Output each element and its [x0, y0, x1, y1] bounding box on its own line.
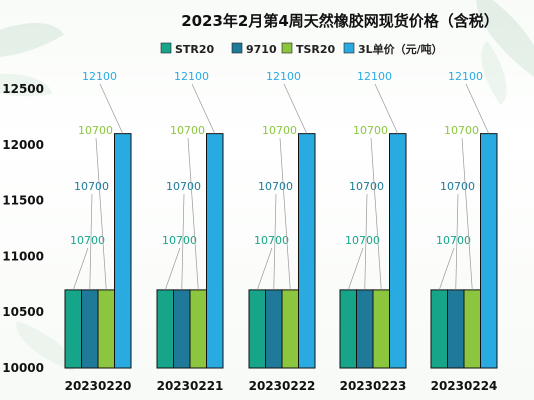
data-label: 12100: [448, 70, 483, 83]
label-leader-line: [191, 83, 216, 134]
legend-swatch: [231, 42, 243, 54]
label-leader-line: [283, 83, 308, 134]
label-leader-line: [279, 137, 291, 290]
data-label: 10700: [74, 180, 109, 193]
legend-label: STR20: [175, 43, 215, 56]
label-leader-line: [374, 83, 399, 134]
x-tick-label: 20230224: [431, 379, 498, 393]
legend-label: TSR20: [296, 43, 336, 56]
legend-swatch: [343, 42, 355, 54]
label-leader-line: [256, 247, 273, 290]
data-label: 12100: [357, 70, 392, 83]
label-leader-line: [72, 247, 89, 290]
data-label: 12100: [174, 70, 209, 83]
y-tick-label: 10000: [2, 361, 44, 375]
data-label: 10700: [353, 124, 388, 137]
label-leader-line: [438, 247, 455, 290]
x-tick-label: 20230220: [65, 379, 132, 393]
label-leader-line: [89, 193, 93, 290]
y-tick-label: 12000: [2, 138, 44, 152]
bar: [206, 133, 224, 369]
data-label: 10700: [436, 234, 471, 247]
bar: [97, 289, 115, 369]
data-label: 12100: [266, 70, 301, 83]
data-label: 10700: [166, 180, 201, 193]
label-leader-line: [181, 193, 185, 290]
label-leader-line: [364, 193, 368, 290]
bar: [81, 289, 99, 369]
data-label: 10700: [162, 234, 197, 247]
label-leader-line: [347, 247, 364, 290]
bar: [265, 289, 283, 369]
data-label: 10700: [444, 124, 479, 137]
x-tick-label: 20230222: [249, 379, 316, 393]
x-tick-label: 20230223: [340, 379, 407, 393]
y-tick-label: 10500: [2, 305, 44, 319]
bar: [356, 289, 374, 369]
bar: [64, 289, 82, 369]
y-tick-label: 11000: [2, 249, 44, 263]
label-leader-line: [370, 137, 382, 290]
label-leader-line: [187, 137, 199, 290]
label-leader-line: [95, 137, 107, 290]
bar: [480, 133, 498, 369]
legend: STR20 9710 TSR20 3L单价（元/吨）: [160, 42, 443, 56]
legend-label: 3L单价（元/吨）: [358, 42, 443, 56]
data-label: 10700: [440, 180, 475, 193]
label-leader-line: [164, 247, 181, 290]
bar: [298, 133, 316, 369]
legend-swatch: [160, 42, 172, 54]
data-label: 10700: [349, 180, 384, 193]
bar: [248, 289, 266, 369]
bar: [389, 133, 407, 369]
data-label: 10700: [262, 124, 297, 137]
chart-title: 2023年2月第4周天然橡胶网现货价格（含税）: [181, 12, 499, 30]
data-label: 10700: [254, 234, 289, 247]
data-label: 10700: [170, 124, 205, 137]
bar: [372, 289, 390, 369]
data-label: 12100: [82, 70, 117, 83]
label-leader-line: [465, 83, 490, 134]
y-tick-label: 11500: [2, 194, 44, 208]
legend-label: 9710: [246, 43, 277, 56]
label-leader-line: [99, 83, 124, 134]
y-axis: 10000 10500 11000 11500 12000 12500: [2, 82, 44, 375]
x-axis: 20230220 20230221 20230222 20230223 20230224: [65, 379, 498, 393]
bar: [339, 289, 357, 369]
bar: [156, 289, 174, 369]
y-tick-label: 12500: [2, 82, 44, 96]
x-tick-label: 20230221: [157, 379, 224, 393]
bar: [463, 289, 481, 369]
bar: [430, 289, 448, 369]
data-label: 10700: [70, 234, 105, 247]
bar: [173, 289, 191, 369]
data-label: 10700: [345, 234, 380, 247]
data-label: 10700: [258, 180, 293, 193]
label-leader-line: [461, 137, 473, 290]
bar: [281, 289, 299, 369]
bar: [447, 289, 465, 369]
label-leader-line: [273, 193, 277, 290]
label-leader-line: [455, 193, 459, 290]
bar: [189, 289, 207, 369]
data-label: 10700: [78, 124, 113, 137]
legend-swatch: [281, 42, 293, 54]
bar: [114, 133, 132, 369]
bars: 10700 10700 10700 12100 10700 10700 10700 12100…: [64, 70, 498, 369]
